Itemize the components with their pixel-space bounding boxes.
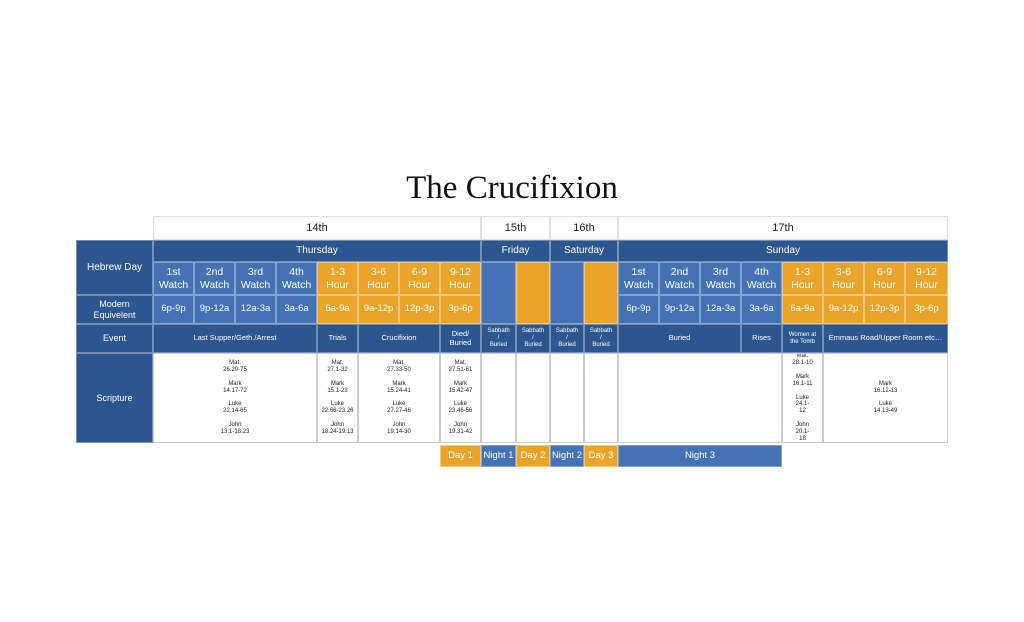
day-header-14th: 14th bbox=[153, 216, 481, 240]
day-2-marker: Day 2 bbox=[516, 445, 550, 467]
night-2-marker: Night 2 bbox=[550, 445, 584, 467]
thursday-slot: 1-3 Hour bbox=[317, 262, 358, 295]
thursday-modern-time: 3p-6p bbox=[440, 295, 481, 324]
event-buried: Buried bbox=[618, 324, 741, 353]
day-header-17th: 17th bbox=[618, 216, 948, 240]
event-sabbath-buried: Sabbath / Buried bbox=[584, 324, 618, 353]
sunday-slot: 1st Watch bbox=[618, 262, 659, 295]
sunday-modern-time: 12a-3a bbox=[700, 295, 741, 324]
sunday-slot: 6-9 Hour bbox=[864, 262, 905, 295]
sunday-slot: 3-6 Hour bbox=[823, 262, 864, 295]
event-sabbath-buried: Sabbath / Buried bbox=[550, 324, 584, 353]
scripture-reference: Mat. 27.33-50 Mark 15.24-41 Luke 27.27-4… bbox=[358, 353, 440, 443]
event-last-supper: Last Supper/Geth./Arrest bbox=[153, 324, 317, 353]
event-crucifixion: Crucifixion bbox=[358, 324, 440, 353]
row-label-event: Event bbox=[76, 324, 153, 353]
scripture-empty-cell bbox=[584, 353, 618, 443]
sunday-modern-time: 6p-9p bbox=[618, 295, 659, 324]
sabbath-period-block bbox=[550, 262, 584, 324]
scripture-reference: Mat. 27.51-61 Mark 15.42-47 Luke 23.46-5… bbox=[440, 353, 481, 443]
sunday-slot: 3rd Watch bbox=[700, 262, 741, 295]
event-sabbath-buried: Sabbath / Buried bbox=[516, 324, 550, 353]
row-label-hebrew-day: Hebrew Day bbox=[76, 240, 153, 295]
scripture-empty-cell bbox=[550, 353, 584, 443]
thursday-modern-time: 12a-3a bbox=[235, 295, 276, 324]
thursday-slot: 3rd Watch bbox=[235, 262, 276, 295]
scripture-reference: Mark 16.12-13 Luke 14.13-49 bbox=[823, 353, 948, 443]
sunday-modern-time: 9a-12p bbox=[823, 295, 864, 324]
sabbath-period-block bbox=[481, 262, 516, 324]
event-women-at-tomb: Women at the Tomb bbox=[782, 324, 823, 353]
thursday-slot: 4th Watch bbox=[276, 262, 317, 295]
weekday-friday: Friday bbox=[481, 240, 550, 262]
weekday-sunday: Sunday bbox=[618, 240, 948, 262]
sunday-modern-time: 12p-3p bbox=[864, 295, 905, 324]
scripture-reference: Mat. 27.1-32 Mark 15.1-23 Luke 22.66-23.… bbox=[317, 353, 358, 443]
sunday-modern-time: 6a-9a bbox=[782, 295, 823, 324]
day-1-marker: Day 1 bbox=[440, 445, 481, 467]
day-3-marker: Day 3 bbox=[584, 445, 618, 467]
event-died-buried: Died/ Buried bbox=[440, 324, 481, 353]
night-1-marker: Night 1 bbox=[481, 445, 516, 467]
weekday-saturday: Saturday bbox=[550, 240, 618, 262]
page-title: The Crucifixion bbox=[406, 170, 618, 206]
sunday-slot: 1-3 Hour bbox=[782, 262, 823, 295]
sunday-slot: 2nd Watch bbox=[659, 262, 700, 295]
thursday-modern-time: 9p-12a bbox=[194, 295, 235, 324]
sunday-modern-time: 9p-12a bbox=[659, 295, 700, 324]
event-sabbath-buried: Sabbath / Buried bbox=[481, 324, 516, 353]
thursday-slot: 1st Watch bbox=[153, 262, 194, 295]
day-header-16th: 16th bbox=[550, 216, 618, 240]
thursday-slot: 3-6 Hour bbox=[358, 262, 399, 295]
event-trials: Trials bbox=[317, 324, 358, 353]
day-header-15th: 15th bbox=[481, 216, 550, 240]
thursday-modern-time: 9a-12p bbox=[358, 295, 399, 324]
scripture-empty-cell bbox=[516, 353, 550, 443]
event-rises: Rises bbox=[741, 324, 782, 353]
sunday-slot: 4th Watch bbox=[741, 262, 782, 295]
thursday-modern-time: 3a-6a bbox=[276, 295, 317, 324]
scripture-empty-cell bbox=[481, 353, 516, 443]
thursday-modern-time: 6a-9a bbox=[317, 295, 358, 324]
event-emmaus-road: Emmaus Road/Upper Room etc… bbox=[823, 324, 948, 353]
thursday-slot: 6-9 Hour bbox=[399, 262, 440, 295]
thursday-slot: 2nd Watch bbox=[194, 262, 235, 295]
thursday-modern-time: 12p-3p bbox=[399, 295, 440, 324]
thursday-modern-time: 6p-9p bbox=[153, 295, 194, 324]
scripture-reference: Mat. 28.1-10 Mark 16.1-11 Luke 24.1- 12 … bbox=[782, 353, 823, 443]
sabbath-period-block bbox=[516, 262, 550, 324]
scripture-empty-cell bbox=[618, 353, 782, 443]
scripture-reference: Mat. 26.20-75 Mark 14.17-72 Luke 22.14-6… bbox=[153, 353, 317, 443]
row-label-modern-equivalent: Modern Equivelent bbox=[76, 295, 153, 324]
weekday-thursday: Thursday bbox=[153, 240, 481, 262]
sunday-slot: 9-12 Hour bbox=[905, 262, 948, 295]
sabbath-period-block bbox=[584, 262, 618, 324]
night-3-marker: Night 3 bbox=[618, 445, 782, 467]
row-label-scripture: Scripture bbox=[76, 353, 153, 443]
sunday-modern-time: 3p-6p bbox=[905, 295, 948, 324]
sunday-modern-time: 3a-6a bbox=[741, 295, 782, 324]
thursday-slot: 9-12 Hour bbox=[440, 262, 481, 295]
